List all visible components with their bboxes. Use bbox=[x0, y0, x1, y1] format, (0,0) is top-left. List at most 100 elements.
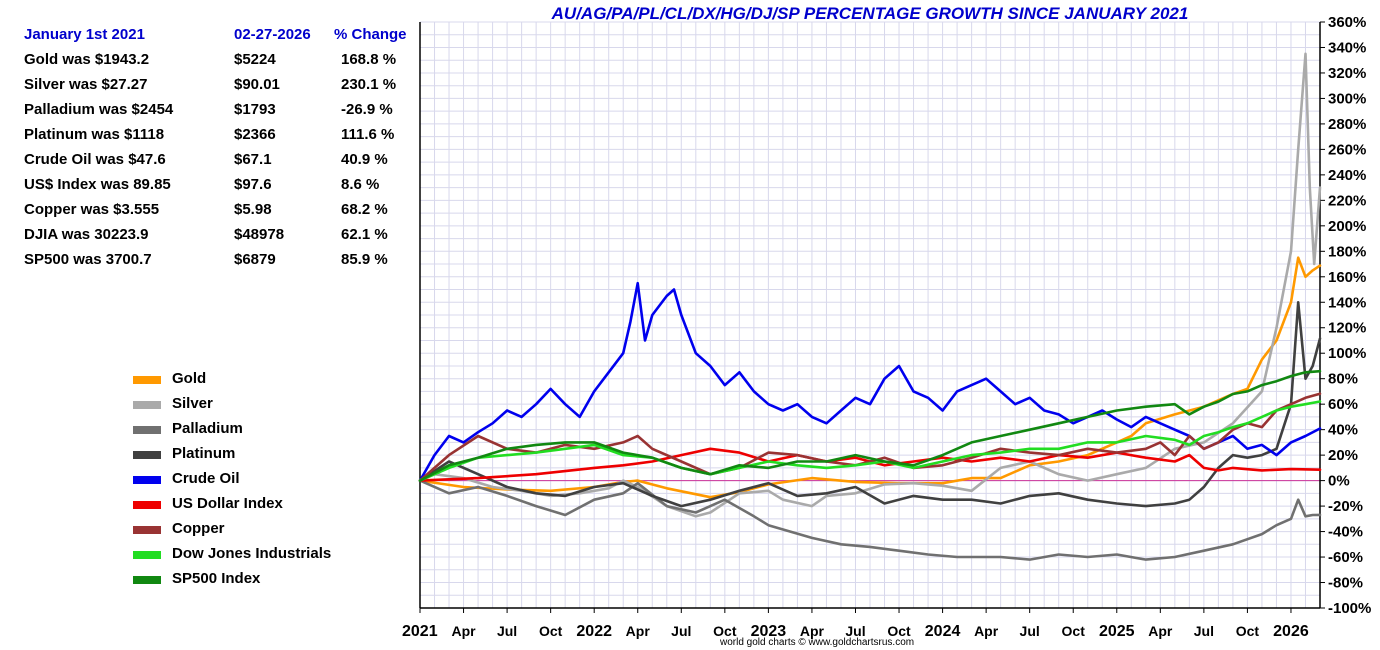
chart-axes bbox=[419, 21, 1325, 613]
legend-label: SP500 Index bbox=[172, 570, 261, 587]
table-row-price: $1793 bbox=[234, 101, 276, 118]
table-row-label: Palladium was $2454 bbox=[24, 101, 174, 118]
table-header-start: January 1st 2021 bbox=[24, 26, 145, 43]
table-row-price: $97.6 bbox=[234, 176, 272, 193]
y-tick-label: 120% bbox=[1328, 320, 1366, 337]
series-line-us-dollar-index bbox=[418, 447, 1322, 482]
table-row-change: 168.8 % bbox=[341, 51, 397, 68]
y-tick-label: 260% bbox=[1328, 141, 1366, 158]
y-tick-label: -40% bbox=[1328, 524, 1363, 541]
y-tick-label: 100% bbox=[1328, 345, 1366, 362]
x-tick-label: Oct bbox=[713, 623, 737, 639]
y-tick-label: 240% bbox=[1328, 167, 1366, 184]
table-row-label: US$ Index was 89.85 bbox=[24, 176, 171, 193]
series-line-dow-jones-industrials bbox=[418, 400, 1322, 482]
series-line-sp500-index bbox=[418, 369, 1322, 482]
y-tick-label: 220% bbox=[1328, 192, 1366, 209]
table-header-date: 02-27-2026 bbox=[234, 26, 311, 43]
legend-label: Dow Jones Industrials bbox=[172, 545, 332, 562]
x-tick-label: 2024 bbox=[925, 623, 961, 640]
table-row-change: 85.9 % bbox=[341, 251, 388, 268]
table-row-label: Crude Oil was $47.6 bbox=[24, 151, 166, 168]
legend-swatch bbox=[133, 376, 161, 384]
legend-swatch bbox=[133, 576, 161, 584]
y-tick-label: 280% bbox=[1328, 116, 1366, 133]
y-tick-label: -20% bbox=[1328, 498, 1363, 515]
x-tick-label: Apr bbox=[1148, 623, 1173, 639]
y-tick-label: 40% bbox=[1328, 422, 1358, 439]
table-row-change: 111.6 % bbox=[341, 126, 395, 143]
y-tick-label: 300% bbox=[1328, 90, 1366, 107]
y-tick-label: 140% bbox=[1328, 294, 1366, 311]
series-line-gold bbox=[418, 256, 1322, 499]
legend-label: Crude Oil bbox=[172, 470, 240, 487]
chart-series bbox=[418, 52, 1322, 561]
table-row-change: 62.1 % bbox=[341, 226, 388, 243]
table-row-price: $2366 bbox=[234, 126, 276, 143]
table-row-label: SP500 was 3700.7 bbox=[24, 251, 152, 268]
y-tick-label: 200% bbox=[1328, 218, 1366, 235]
x-tick-label: 2022 bbox=[576, 623, 612, 640]
x-tick-label: 2026 bbox=[1273, 623, 1309, 640]
y-tick-label: 180% bbox=[1328, 243, 1366, 260]
legend-label: Palladium bbox=[172, 420, 243, 437]
x-tick-label: Jul bbox=[671, 623, 691, 639]
legend-swatch bbox=[133, 476, 161, 484]
legend-swatch bbox=[133, 451, 161, 459]
chart-gridlines bbox=[419, 21, 1321, 609]
series-line-crude-oil bbox=[418, 281, 1322, 482]
table-row-label: Platinum was $1118 bbox=[24, 126, 165, 143]
table-row-price: $90.01 bbox=[234, 76, 280, 93]
y-tick-label: 80% bbox=[1328, 371, 1358, 388]
x-tick-label: Jul bbox=[1194, 623, 1214, 639]
table-row-price: $48978 bbox=[234, 226, 285, 243]
x-tick-label: Jul bbox=[845, 623, 865, 639]
x-tick-label: 2021 bbox=[402, 623, 438, 640]
y-tick-label: 340% bbox=[1328, 39, 1366, 56]
x-tick-label: Jul bbox=[1020, 623, 1040, 639]
legend-swatch bbox=[133, 426, 161, 434]
y-tick-label: -80% bbox=[1328, 575, 1363, 592]
table-row-price: $6879 bbox=[234, 251, 276, 268]
x-tick-label: Apr bbox=[451, 623, 476, 639]
chart-title: AU/AG/PA/PL/CL/DX/HG/DJ/SP PERCENTAGE GR… bbox=[551, 4, 1189, 23]
table-row-price: $5.98 bbox=[234, 201, 272, 218]
x-tick-label: Oct bbox=[1236, 623, 1260, 639]
y-tick-label: 0% bbox=[1328, 473, 1350, 490]
y-tick-label: 20% bbox=[1328, 447, 1358, 464]
x-tick-label: 2023 bbox=[751, 623, 787, 640]
x-tick-label: Jul bbox=[497, 623, 517, 639]
x-tick-label: 2025 bbox=[1099, 623, 1135, 640]
y-tick-label: -60% bbox=[1328, 549, 1363, 566]
table-row-label: Copper was $3.555 bbox=[24, 201, 160, 218]
series-line-palladium bbox=[418, 479, 1322, 561]
legend-label: US Dollar Index bbox=[172, 495, 283, 512]
table-row-change: -26.9 % bbox=[341, 101, 393, 118]
table-row-label: DJIA was 30223.9 bbox=[24, 226, 149, 243]
table-row-price: $5224 bbox=[234, 51, 276, 68]
y-tick-label: 160% bbox=[1328, 269, 1366, 286]
legend-label: Platinum bbox=[172, 445, 236, 462]
legend-swatch bbox=[133, 401, 161, 409]
y-tick-label: 360% bbox=[1328, 14, 1366, 31]
legend-swatch bbox=[133, 551, 161, 559]
x-tick-label: Oct bbox=[1062, 623, 1086, 639]
y-tick-label: -100% bbox=[1328, 600, 1371, 617]
table-row-label: Silver was $27.27 bbox=[24, 76, 148, 93]
x-tick-label: Oct bbox=[539, 623, 563, 639]
y-tick-label: 320% bbox=[1328, 65, 1366, 82]
table-header-change: % Change bbox=[334, 26, 407, 43]
series-line-silver bbox=[418, 52, 1322, 518]
table-row-label: Gold was $1943.2 bbox=[24, 51, 150, 68]
x-tick-label: Apr bbox=[626, 623, 651, 639]
legend-label: Gold bbox=[172, 370, 207, 387]
table-row-change: 230.1 % bbox=[341, 76, 397, 93]
table-row-change: 8.6 % bbox=[341, 176, 380, 193]
chart-tick-labels: -100% -80% -60% -40% -20% 0% 20% 40% 60% 80% 100% 1… bbox=[402, 14, 1371, 640]
x-tick-label: Apr bbox=[800, 623, 825, 639]
legend-label: Silver bbox=[172, 395, 213, 412]
legend-swatch bbox=[133, 526, 161, 534]
table-row-change: 40.9 % bbox=[341, 151, 388, 168]
legend-swatch bbox=[133, 501, 161, 509]
